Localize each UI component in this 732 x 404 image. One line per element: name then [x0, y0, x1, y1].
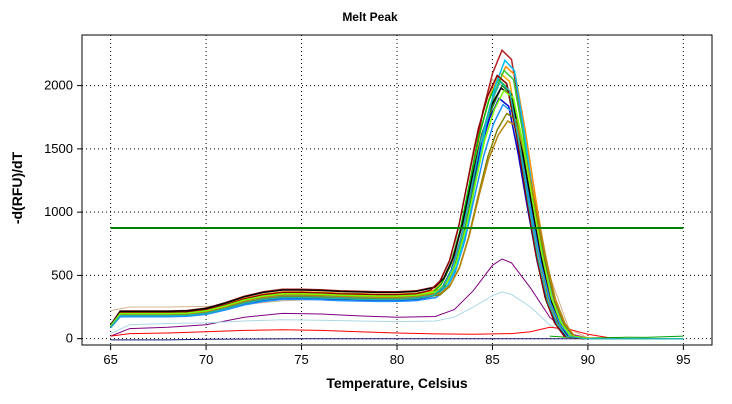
x-tick-label: 80 — [390, 352, 404, 367]
y-tick-label: 0 — [66, 331, 73, 346]
x-tick-label: 65 — [103, 352, 117, 367]
y-tick-label: 500 — [51, 267, 73, 282]
melt-curve — [110, 338, 684, 341]
melt-curve — [110, 80, 684, 340]
x-axis-label: Temperature, Celsius — [326, 375, 468, 391]
x-tick-label: 95 — [676, 352, 690, 367]
melt-curve — [110, 89, 684, 340]
y-axis-label: -d(RFU)/dT — [9, 151, 25, 224]
y-tick-label: 1500 — [44, 141, 73, 156]
y-tick-label: 2000 — [44, 78, 73, 93]
x-tick-label: 70 — [199, 352, 213, 367]
melt-curve — [110, 119, 684, 340]
y-tick-label: 1000 — [44, 204, 73, 219]
melt-curve — [109, 74, 684, 340]
x-tick-label: 85 — [485, 352, 499, 367]
melt-curve — [110, 103, 684, 340]
x-axis: 65 70 75 80 85 90 95 — [103, 345, 691, 367]
chart-title: Melt Peak — [342, 10, 398, 24]
x-tick-label: 90 — [581, 352, 595, 367]
x-tick-label: 75 — [294, 352, 308, 367]
melt-curve — [110, 326, 684, 340]
plot-frame — [81, 34, 713, 346]
melt-curve — [109, 87, 684, 340]
series-layer — [109, 48, 684, 341]
y-axis: 0 500 1000 1500 2000 — [44, 78, 82, 346]
plot-area — [81, 34, 713, 346]
